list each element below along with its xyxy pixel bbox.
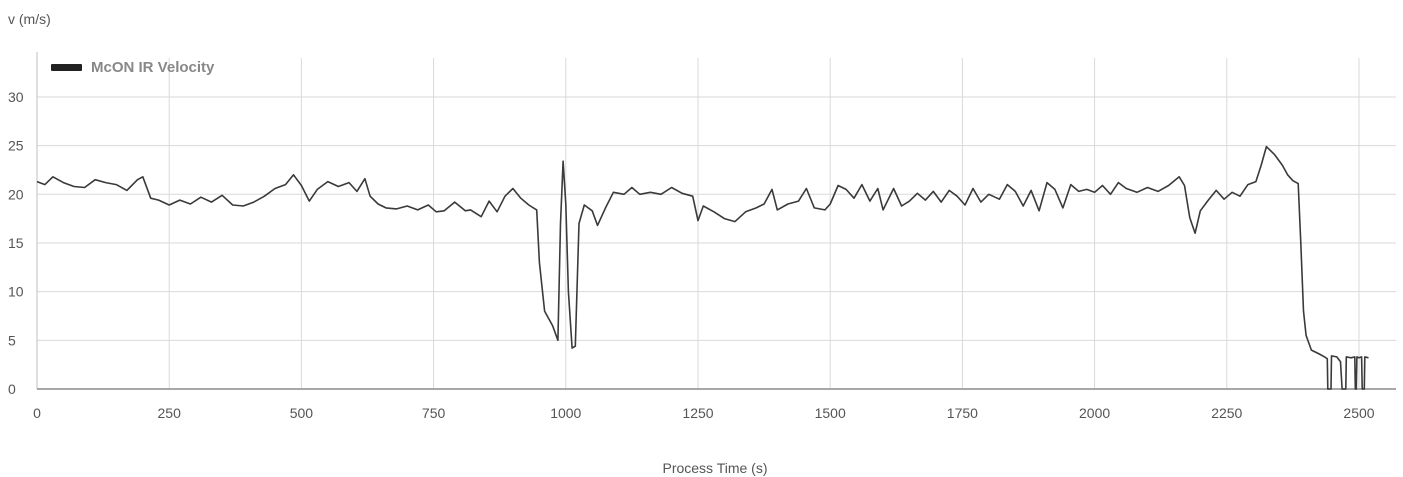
y-tick-label: 20 — [8, 186, 24, 202]
x-tick-label: 250 — [158, 405, 182, 421]
x-tick-label: 1750 — [947, 405, 978, 421]
series-layer — [36, 145, 1369, 390]
x-tick-label: 2000 — [1079, 405, 1110, 421]
y-tick-label: 15 — [8, 235, 24, 251]
y-tick-label: 0 — [8, 381, 16, 397]
x-tick-labels: 0 250 500 750 1000 1250 1500 1750 2000 2250 2500 — [33, 405, 1375, 421]
y-tick-label: 25 — [8, 138, 24, 154]
y-tick-labels: 0 5 10 15 20 25 30 — [8, 89, 24, 397]
x-tick-label: 1500 — [815, 405, 846, 421]
y-axis-title: v (m/s) — [8, 11, 51, 27]
legend[interactable]: McON IR Velocity — [51, 59, 214, 76]
legend-label: McON IR Velocity — [91, 59, 215, 76]
y-tick-label: 5 — [8, 332, 16, 348]
x-axis-title: Process Time (s) — [662, 460, 768, 476]
x-tick-label: 2500 — [1343, 405, 1374, 421]
y-tick-label: 10 — [8, 284, 24, 300]
legend-swatch — [51, 64, 82, 71]
x-tick-label: 750 — [422, 405, 446, 421]
series-line-mcon-ir-velocity — [36, 145, 1369, 390]
x-tick-label: 2250 — [1211, 405, 1242, 421]
x-tick-label: 1250 — [682, 405, 713, 421]
axes — [36, 52, 1396, 390]
x-tick-label: 500 — [290, 405, 314, 421]
x-tick-label: 0 — [33, 405, 41, 421]
x-tick-label: 1000 — [550, 405, 581, 421]
y-tick-label: 30 — [8, 89, 24, 105]
